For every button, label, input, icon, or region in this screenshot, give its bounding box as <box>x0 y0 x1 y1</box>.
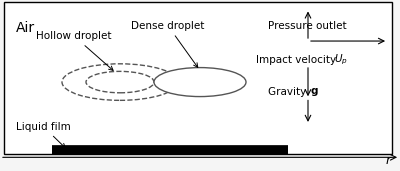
Text: Gravity: Gravity <box>268 87 310 97</box>
Text: Dense droplet: Dense droplet <box>131 21 205 67</box>
Text: $\mathbf{g}$: $\mathbf{g}$ <box>310 86 319 98</box>
Bar <box>4 2 392 154</box>
Ellipse shape <box>62 64 178 100</box>
Text: Liquid film: Liquid film <box>16 122 71 148</box>
Text: $U_p$: $U_p$ <box>334 53 348 67</box>
Text: r: r <box>386 154 390 167</box>
Text: Air: Air <box>16 21 35 35</box>
Text: Hollow droplet: Hollow droplet <box>36 31 113 70</box>
Ellipse shape <box>154 68 246 97</box>
Text: Pressure outlet: Pressure outlet <box>268 21 347 31</box>
Text: Impact velocity: Impact velocity <box>256 55 339 65</box>
Ellipse shape <box>86 71 154 93</box>
